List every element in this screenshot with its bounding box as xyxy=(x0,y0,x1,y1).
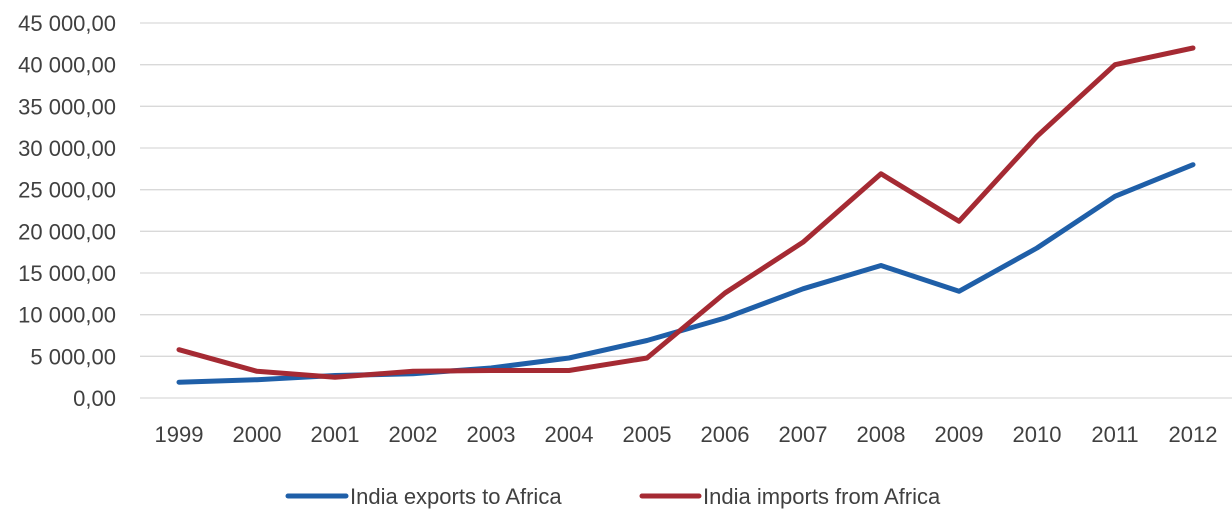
y-tick-label: 30 000,00 xyxy=(18,136,116,161)
legend-item-exports: India exports to Africa xyxy=(288,484,562,509)
y-axis-tick-labels: 0,00 5 000,00 10 000,00 15 000,00 20 000,00 2… xyxy=(18,11,116,411)
y-tick-label: 35 000,00 xyxy=(18,94,116,119)
x-tick-label: 2001 xyxy=(311,422,360,447)
x-tick-label: 2002 xyxy=(389,422,438,447)
y-tick-label: 5 000,00 xyxy=(30,344,116,369)
x-tick-label: 2003 xyxy=(467,422,516,447)
y-tick-label: 40 000,00 xyxy=(18,53,116,78)
y-tick-label: 10 000,00 xyxy=(18,303,116,328)
y-tick-label: 45 000,00 xyxy=(18,11,116,36)
y-tick-label: 0,00 xyxy=(73,386,116,411)
x-tick-label: 2006 xyxy=(701,422,750,447)
x-tick-label: 2010 xyxy=(1013,422,1062,447)
series-line-imports xyxy=(179,48,1193,377)
x-tick-label: 2000 xyxy=(233,422,282,447)
x-tick-label: 2004 xyxy=(545,422,594,447)
x-tick-label: 2011 xyxy=(1091,422,1138,447)
x-tick-label: 2012 xyxy=(1169,422,1218,447)
legend-item-imports: India imports from Africa xyxy=(642,484,941,509)
x-tick-label: 2008 xyxy=(857,422,906,447)
legend-label-imports: India imports from Africa xyxy=(703,484,941,509)
x-tick-label: 2007 xyxy=(779,422,828,447)
x-tick-label: 1999 xyxy=(155,422,204,447)
x-axis-tick-labels: 1999 2000 2001 2002 2003 2004 2005 2006 2007 2008… xyxy=(155,422,1218,447)
legend: India exports to Africa India imports fr… xyxy=(288,484,941,509)
x-tick-label: 2009 xyxy=(935,422,984,447)
x-tick-label: 2005 xyxy=(623,422,672,447)
series-lines xyxy=(179,48,1193,382)
gridlines xyxy=(140,23,1232,398)
legend-label-exports: India exports to Africa xyxy=(350,484,562,509)
y-tick-label: 25 000,00 xyxy=(18,178,116,203)
y-tick-label: 20 000,00 xyxy=(18,219,116,244)
y-tick-label: 15 000,00 xyxy=(18,261,116,286)
